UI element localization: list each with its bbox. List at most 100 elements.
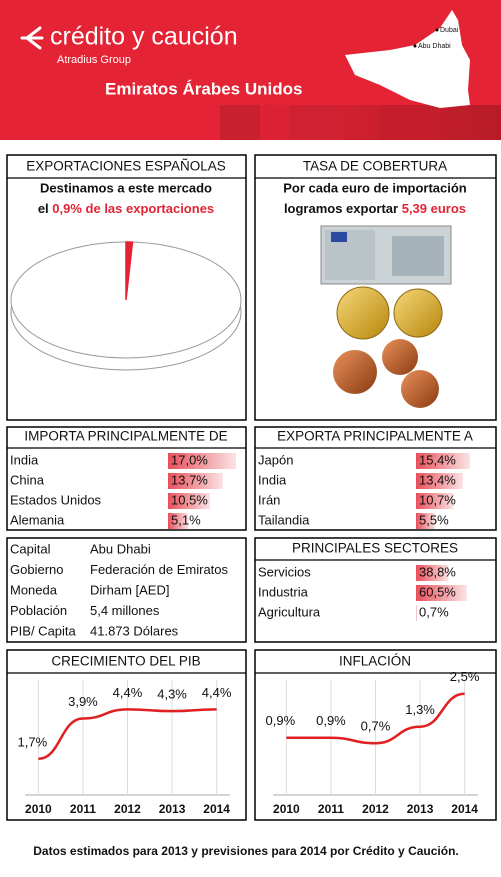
bar (416, 585, 467, 601)
value-label: 0,9% (316, 713, 346, 728)
value-label: 38,8% (419, 564, 456, 579)
value-label: 10,5% (171, 492, 208, 507)
title-dividers (7, 177, 496, 674)
category-label: Servicios (258, 564, 311, 579)
profile-table: Capital Abu Dhabi Gobierno Federación de Em… (10, 541, 229, 638)
bar (416, 605, 417, 621)
value-label: 1,7% (18, 734, 48, 749)
coverage-line: logramos exportar 5,39 euros (284, 201, 466, 216)
line (38, 708, 217, 761)
profile-value: 5,4 millones (90, 603, 160, 618)
header-strip (220, 105, 501, 140)
category-label: Agricultura (258, 604, 321, 619)
value-label: 1,3% (405, 702, 435, 717)
value-label: 17,0% (171, 452, 208, 467)
bar (168, 453, 236, 469)
category-label: India (258, 472, 287, 487)
value-label: 5,1% (171, 512, 201, 527)
panel-title: EXPORTA PRINCIPALMENTE A (277, 429, 473, 444)
bar (416, 493, 454, 509)
x-tick-label: 2012 (114, 802, 141, 816)
bar (416, 473, 463, 489)
value-label: 4,3% (157, 687, 187, 702)
brand-group: Atradius Group (57, 54, 131, 66)
value-label: 0,7% (419, 604, 449, 619)
note: el 0,9% de las exportaciones (38, 201, 214, 216)
profile-label: PIB/ Capita (10, 623, 77, 638)
value-label: 15,4% (419, 452, 456, 467)
value-label: 4,4% (202, 685, 232, 700)
value-label: 2,5% (450, 669, 480, 684)
pie-slice (125, 241, 134, 301)
x-tick-label: 2010 (273, 802, 300, 816)
coins (333, 286, 443, 408)
value-label: 13,4% (419, 472, 456, 487)
profile-value: 41.873 Dólares (90, 623, 179, 638)
header-block (220, 105, 260, 140)
map-label: Abu Dhabi (418, 43, 451, 50)
panel (6, 649, 247, 821)
profile-label: Moneda (10, 582, 58, 597)
x-tick-label: 2010 (25, 802, 52, 816)
value-label: 0,7% (361, 719, 391, 734)
panel-title: PRINCIPALES SECTORES (292, 541, 458, 556)
profile-value: Dirham [AED] (90, 582, 169, 597)
note-prefix: el (38, 201, 49, 216)
footer: Datos estimados para 2013 y previsiones … (33, 844, 459, 858)
coverage-text: logramos exportar (284, 201, 398, 216)
coverage-highlight: 5,39 euros (402, 201, 466, 216)
header-block (380, 105, 425, 140)
x-tick-label: 2013 (407, 802, 434, 816)
panel (6, 537, 247, 643)
value-label: 13,7% (171, 472, 208, 487)
category-label: Tailandia (258, 512, 310, 527)
header-block (290, 105, 340, 140)
category-label: Irán (258, 492, 280, 507)
profile-label: Capital (10, 541, 51, 556)
coverage-line: Por cada euro de importación (283, 180, 467, 195)
value-label: 0,9% (266, 713, 296, 728)
country: Emiratos Árabes Unidos (105, 79, 302, 98)
bar (168, 493, 210, 509)
bar (168, 513, 189, 529)
panel-title: IMPORTA PRINCIPALMENTE DE (24, 429, 227, 444)
x-tick-label: 2011 (70, 802, 96, 816)
panel-title: INFLACIÓN (339, 654, 411, 669)
x-tick-label: 2014 (451, 802, 478, 816)
bar (416, 565, 449, 581)
category-label: China (10, 472, 45, 487)
x-tick-label: 2014 (203, 802, 230, 816)
value-label: 5,5% (419, 512, 449, 527)
category-label: Estados Unidos (10, 492, 102, 507)
map (345, 10, 470, 108)
map-label: Dubai (440, 27, 459, 34)
profile-value: Federación de Emiratos (90, 562, 229, 577)
map-dot (435, 28, 439, 32)
category-label: Alemania (10, 512, 65, 527)
value-label: 10,7% (419, 492, 456, 507)
banknote (320, 225, 452, 285)
profile-value: Abu Dhabi (90, 541, 151, 556)
value-label: 4,4% (113, 685, 143, 700)
x-tick-label: 2011 (318, 802, 344, 816)
profile-label: Gobierno (10, 562, 63, 577)
x-tick-label: 2013 (159, 802, 186, 816)
panel-title: TASA DE COBERTURA (303, 159, 447, 174)
brand: crédito y caución (50, 23, 238, 51)
x-tick-label: 2012 (362, 802, 389, 816)
category-label: India (10, 452, 39, 467)
bar (416, 453, 470, 469)
line (286, 692, 465, 745)
brand-mark (20, 26, 44, 50)
bar (168, 473, 223, 489)
map-dot (413, 44, 417, 48)
panel-title: CRECIMIENTO DEL PIB (51, 654, 200, 669)
value-label: 3,9% (68, 694, 98, 709)
note-highlight: 0,9% de las exportaciones (52, 201, 214, 216)
category-label: Japón (258, 452, 293, 467)
value-label: 60,5% (419, 584, 456, 599)
bar (416, 513, 436, 529)
panel-title: EXPORTACIONES ESPAÑOLAS (26, 159, 226, 174)
category-label: Industria (258, 584, 309, 599)
